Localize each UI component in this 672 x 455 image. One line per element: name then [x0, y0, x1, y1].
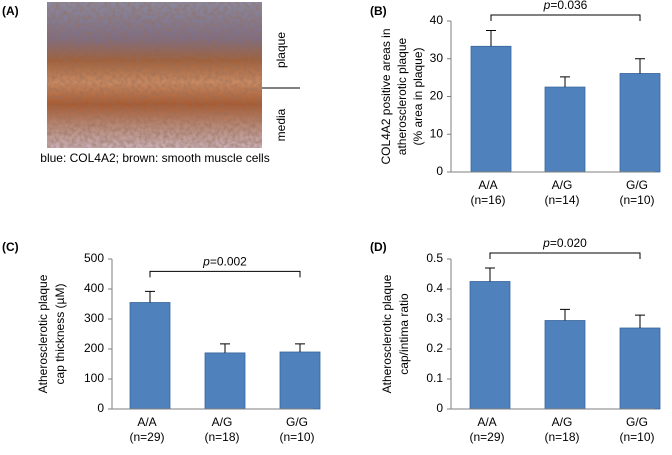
- significance-bracket: [489, 252, 641, 259]
- y-tick-label: 300: [84, 311, 104, 325]
- error-bar: [635, 314, 645, 328]
- bar: [279, 351, 321, 410]
- p-value: p=0.002: [202, 255, 247, 269]
- p-value: p=0.036: [543, 0, 588, 12]
- error-bar: [485, 267, 495, 282]
- y-tick-label: 200: [84, 341, 104, 355]
- y-axis-label: atherosclerotic plaque: [395, 37, 409, 155]
- y-tick-label: 30: [430, 51, 444, 65]
- bar: [619, 327, 661, 410]
- x-tick-count: (n=10): [619, 193, 654, 207]
- x-tick-label: A/A: [477, 415, 496, 429]
- x-tick-count: (n=18): [204, 430, 239, 444]
- y-tick-label: 0.1: [426, 371, 443, 385]
- region-label: media: [274, 108, 288, 141]
- y-axis-label: Atherosclerotic plaque: [380, 274, 394, 393]
- x-tick-count: (n=29): [129, 430, 164, 444]
- x-tick-count: (n=16): [470, 193, 505, 207]
- x-tick-count: (n=10): [619, 430, 654, 444]
- y-axis-label: COL4A2 positive areas in: [379, 28, 393, 164]
- y-axis-label: cap thickness (µM): [53, 284, 67, 385]
- y-tick-label: 400: [84, 281, 104, 295]
- y-tick-label: 10: [430, 126, 444, 140]
- error-bar: [295, 343, 305, 352]
- y-tick-label: 0.4: [426, 281, 443, 295]
- p-value: p=0.020: [542, 236, 587, 250]
- y-tick-label: 500: [84, 251, 104, 265]
- x-tick-label: G/G: [286, 415, 308, 429]
- error-bar: [560, 76, 570, 88]
- chart-panel: (D) Atherosclerotic plaque cap/intima rati…: [370, 236, 661, 444]
- panel-label: (A): [2, 4, 19, 18]
- x-tick-count: (n=14): [544, 193, 579, 207]
- chart-panel: (C) Atherosclerotic plaque cap thickness (…: [2, 240, 321, 444]
- chart-panel: (B) COL4A2 positive areas in atherosclerot…: [370, 0, 661, 207]
- y-tick-label: 0: [436, 401, 443, 415]
- image-panel: (A) plaque media blue: COL4A2; brown: sm…: [2, 2, 300, 165]
- y-tick-label: 0: [436, 164, 443, 178]
- y-tick-label: 40: [430, 13, 444, 27]
- y-tick-label: 0.2: [426, 341, 443, 355]
- panel-label: (C): [2, 240, 19, 254]
- significance-bracket: [490, 14, 641, 21]
- x-tick-label: G/G: [626, 178, 648, 192]
- y-tick-label: 20: [430, 89, 444, 103]
- y-axis-label: cap/intima ratio: [397, 293, 411, 375]
- error-bar: [220, 343, 230, 353]
- micrograph-texture: [47, 2, 262, 148]
- error-bar: [560, 308, 570, 321]
- x-tick-count: (n=29): [469, 430, 504, 444]
- region-label: plaque: [274, 32, 288, 68]
- bar: [129, 302, 171, 410]
- x-tick-label: A/G: [552, 178, 573, 192]
- error-bar: [486, 29, 496, 47]
- y-tick-label: 0.3: [426, 311, 443, 325]
- x-tick-count: (n=18): [544, 430, 579, 444]
- panel-label: (D): [370, 240, 387, 254]
- x-tick-label: A/G: [212, 415, 233, 429]
- panel-label: (B): [370, 4, 387, 18]
- x-tick-count: (n=10): [279, 430, 314, 444]
- bar: [619, 73, 661, 173]
- error-bar: [635, 58, 645, 74]
- bar: [470, 45, 512, 173]
- bar: [544, 320, 586, 410]
- bar: [544, 86, 586, 173]
- caption: blue: COL4A2; brown: smooth muscle cells: [40, 151, 269, 165]
- significance-bracket: [149, 270, 301, 278]
- x-tick-label: A/G: [552, 415, 573, 429]
- x-tick-label: G/G: [626, 415, 648, 429]
- error-bar: [145, 290, 155, 303]
- y-axis-label: Atherosclerotic plaque: [36, 274, 50, 393]
- x-tick-label: A/A: [137, 415, 156, 429]
- bar: [204, 352, 246, 410]
- x-tick-label: A/A: [478, 178, 497, 192]
- bar: [469, 281, 511, 410]
- y-axis-label: (% area in plaque): [411, 47, 425, 145]
- y-tick-label: 100: [84, 371, 104, 385]
- y-tick-label: 0.5: [426, 251, 443, 265]
- y-tick-label: 0: [97, 401, 104, 415]
